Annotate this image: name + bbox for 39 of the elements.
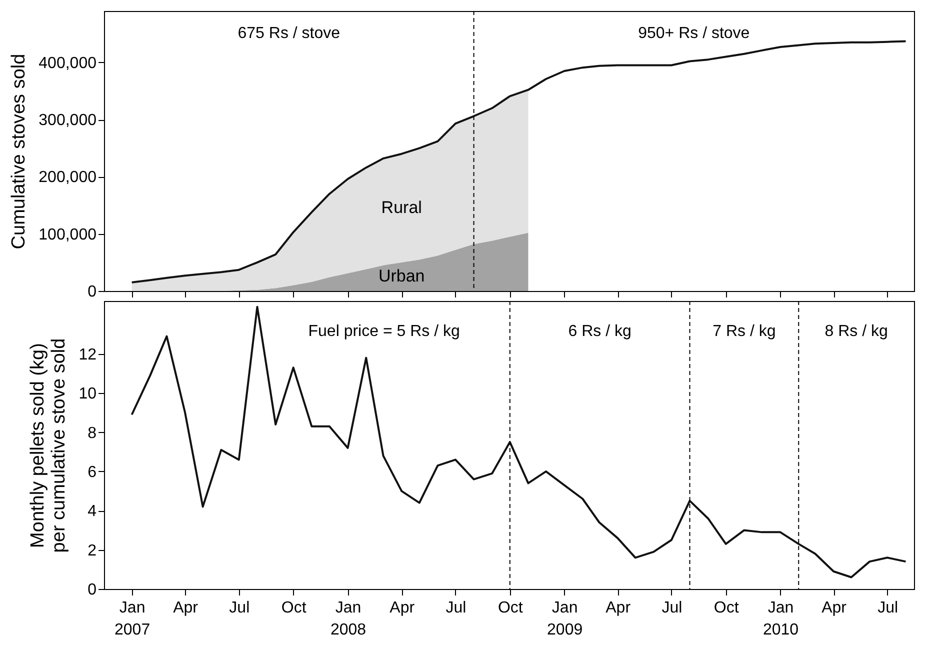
y-tick-label: 0 [88,582,97,598]
y-tick-label: 2 [88,542,97,560]
x-tick-label: Jan 2007 [114,600,150,638]
x-tick-label: Jan 2009 [547,600,583,638]
y-tick-label: 4 [88,503,97,520]
y-tick-label: 12 [78,346,97,364]
series-label: Urban [378,266,425,286]
x-tick-label: Apr [606,600,632,616]
y-tick-label: 200,000 [38,169,97,186]
x-tick-label: Oct [281,600,307,616]
annotation: Fuel price = 5 Rs / kg [308,323,460,340]
line-series [130,306,907,578]
x-tick-label: Apr [822,600,848,616]
x-tick-label: Jan 2010 [762,600,799,638]
y-tick-label: 8 [88,424,97,442]
annotation: 6 Rs / kg [568,323,632,340]
annotation: 950+ Rs / stove [638,25,750,42]
y-tick-label: 300,000 [38,112,97,130]
y-tick-label: 6 [88,464,97,481]
x-tick-label: Oct [714,600,740,616]
y-tick-label: 10 [78,386,97,403]
y-axis-title: Monthly pellets sold (kg) per cumulative stove sold [28,338,70,553]
x-tick-label: Jul [229,600,250,616]
y-tick-label: 100,000 [38,226,97,244]
y-tick-label: 0 [88,284,97,300]
y-tick-label: 400,000 [38,54,97,72]
annotation: 7 Rs / kg [712,323,776,340]
y-axis-title: Cumulative stoves sold [8,54,30,250]
x-tick-label: Apr [173,600,199,616]
x-tick-label: Jul [878,600,898,616]
series-label: Rural [381,198,422,218]
x-tick-label: Apr [390,600,416,616]
x-tick-label: Jan 2008 [330,600,366,638]
annotation: 8 Rs / kg [824,323,888,340]
x-tick-label: Jul [446,600,466,616]
annotation: 675 Rs / stove [238,25,340,42]
x-tick-label: Oct [498,600,524,616]
x-tick-label: Jul [662,600,682,616]
line-series [130,40,907,284]
